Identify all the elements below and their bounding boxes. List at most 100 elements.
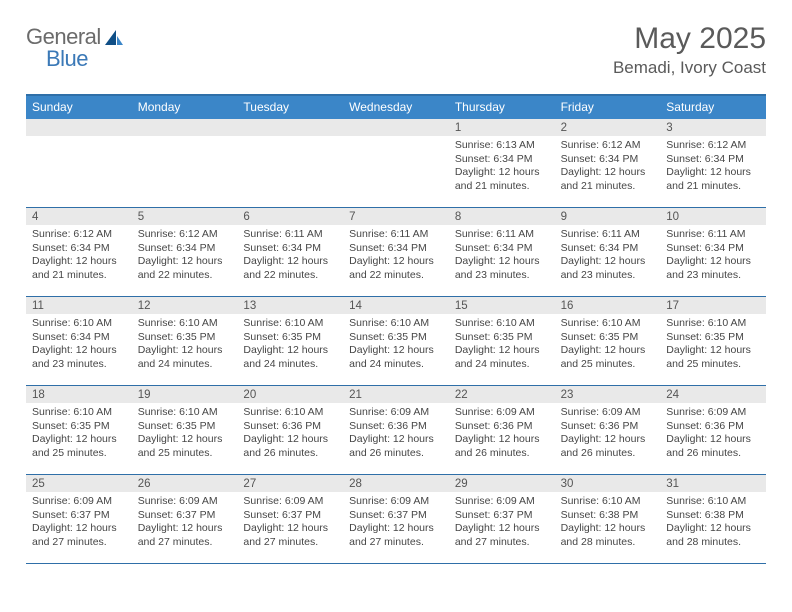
day-line: Daylight: 12 hours [349, 255, 445, 269]
day-line: Sunrise: 6:09 AM [455, 495, 551, 509]
day-line: Sunrise: 6:09 AM [666, 406, 762, 420]
day-line: and 24 minutes. [455, 358, 551, 372]
day-line: Sunrise: 6:09 AM [455, 406, 551, 420]
day-line: Daylight: 12 hours [666, 522, 762, 536]
day-line: Sunrise: 6:11 AM [243, 228, 339, 242]
day-number: 20 [237, 389, 256, 401]
day-line: Daylight: 12 hours [455, 344, 551, 358]
day-body: Sunrise: 6:11 AMSunset: 6:34 PMDaylight:… [449, 225, 555, 287]
day-line: and 26 minutes. [349, 447, 445, 461]
day-number: 22 [449, 389, 468, 401]
day-line: and 24 minutes. [138, 358, 234, 372]
day-number-row: 8 [449, 208, 555, 225]
day-body: Sunrise: 6:09 AMSunset: 6:36 PMDaylight:… [449, 403, 555, 465]
day-number-row: 1 [449, 119, 555, 136]
day-line: and 22 minutes. [138, 269, 234, 283]
day-cell: 2Sunrise: 6:12 AMSunset: 6:34 PMDaylight… [555, 119, 661, 207]
day-number-row: 21 [343, 386, 449, 403]
day-line: Sunrise: 6:12 AM [138, 228, 234, 242]
day-number: 28 [343, 478, 362, 490]
day-number-row [343, 119, 449, 136]
day-line: Sunset: 6:37 PM [349, 509, 445, 523]
day-line: Sunset: 6:34 PM [32, 242, 128, 256]
day-number: 10 [660, 211, 679, 223]
day-number: 27 [237, 478, 256, 490]
day-line: Sunset: 6:34 PM [455, 153, 551, 167]
day-number-row: 29 [449, 475, 555, 492]
day-body: Sunrise: 6:09 AMSunset: 6:37 PMDaylight:… [449, 492, 555, 554]
day-cell: 26Sunrise: 6:09 AMSunset: 6:37 PMDayligh… [132, 475, 238, 563]
day-line: Sunrise: 6:12 AM [561, 139, 657, 153]
day-line: Daylight: 12 hours [349, 522, 445, 536]
day-line: Sunset: 6:35 PM [138, 420, 234, 434]
day-line: Sunrise: 6:09 AM [138, 495, 234, 509]
day-number: 21 [343, 389, 362, 401]
day-line: Sunrise: 6:11 AM [349, 228, 445, 242]
logo-blue-wrap: Blue [46, 46, 88, 72]
day-line: Daylight: 12 hours [32, 344, 128, 358]
day-line: Sunrise: 6:09 AM [349, 406, 445, 420]
day-line: Sunset: 6:34 PM [32, 331, 128, 345]
day-line: Sunrise: 6:09 AM [561, 406, 657, 420]
day-cell: 22 Sunrise: 6:09 AMSunset: 6:36 PMDayligh… [449, 386, 555, 474]
week-row: 4Sunrise: 6:12 AMSunset: 6:34 PMDaylight… [26, 208, 766, 297]
day-line: Sunset: 6:36 PM [666, 420, 762, 434]
day-line: Sunrise: 6:10 AM [561, 317, 657, 331]
day-number-row: 2 [555, 119, 661, 136]
day-line: and 25 minutes. [666, 358, 762, 372]
day-line: Sunset: 6:35 PM [561, 331, 657, 345]
day-body: Sunrise: 6:09 AMSunset: 6:37 PMDaylight:… [343, 492, 449, 554]
day-number-row: 12 [132, 297, 238, 314]
logo-sail-icon [105, 30, 123, 46]
day-line: Sunset: 6:37 PM [243, 509, 339, 523]
day-number-row: 10 [660, 208, 766, 225]
day-line: Sunrise: 6:10 AM [666, 317, 762, 331]
day-line: Daylight: 12 hours [243, 433, 339, 447]
day-cell: 7Sunrise: 6:11 AMSunset: 6:34 PMDaylight… [343, 208, 449, 296]
day-cell: 18Sunrise: 6:10 AMSunset: 6:35 PMDayligh… [26, 386, 132, 474]
day-line: Daylight: 12 hours [243, 522, 339, 536]
day-number-row [237, 119, 343, 136]
day-line: Sunset: 6:38 PM [561, 509, 657, 523]
day-line: and 21 minutes. [666, 180, 762, 194]
page-header: General May 2025 Bemadi, Ivory Coast [26, 22, 766, 78]
day-body: Sunrise: 6:11 AMSunset: 6:34 PMDaylight:… [555, 225, 661, 287]
day-cell: 5Sunrise: 6:12 AMSunset: 6:34 PMDaylight… [132, 208, 238, 296]
day-number-row: 16 [555, 297, 661, 314]
day-number: 8 [449, 211, 461, 223]
day-number: 26 [132, 478, 151, 490]
day-line: Sunset: 6:35 PM [138, 331, 234, 345]
day-number: 9 [555, 211, 567, 223]
day-line: Sunset: 6:36 PM [455, 420, 551, 434]
day-cell: 29Sunrise: 6:09 AMSunset: 6:37 PMDayligh… [449, 475, 555, 563]
day-cell: 4Sunrise: 6:12 AMSunset: 6:34 PMDaylight… [26, 208, 132, 296]
day-number: 19 [132, 389, 151, 401]
day-line: Sunrise: 6:12 AM [666, 139, 762, 153]
title-block: May 2025 Bemadi, Ivory Coast [613, 22, 766, 78]
day-line: Sunset: 6:38 PM [666, 509, 762, 523]
day-number-row: 25 [26, 475, 132, 492]
day-line: Sunrise: 6:12 AM [32, 228, 128, 242]
day-number-row [132, 119, 238, 136]
day-cell: 13Sunrise: 6:10 AMSunset: 6:35 PMDayligh… [237, 297, 343, 385]
day-line: Sunset: 6:34 PM [561, 242, 657, 256]
day-number-row: 19 [132, 386, 238, 403]
day-line: Sunset: 6:34 PM [349, 242, 445, 256]
day-line: and 24 minutes. [243, 358, 339, 372]
day-line: Daylight: 12 hours [349, 344, 445, 358]
day-line: Daylight: 12 hours [666, 255, 762, 269]
dow-monday: Monday [132, 96, 238, 119]
day-number-row: 15 [449, 297, 555, 314]
day-number: 1 [449, 122, 461, 134]
day-number: 2 [555, 122, 567, 134]
dow-saturday: Saturday [660, 96, 766, 119]
weeks-container: 1Sunrise: 6:13 AMSunset: 6:34 PMDaylight… [26, 119, 766, 564]
day-line: and 21 minutes. [455, 180, 551, 194]
day-line: Daylight: 12 hours [561, 255, 657, 269]
day-line: Sunrise: 6:09 AM [243, 495, 339, 509]
day-cell: 15Sunrise: 6:10 AMSunset: 6:35 PMDayligh… [449, 297, 555, 385]
day-line: Sunset: 6:37 PM [32, 509, 128, 523]
day-cell: 8 Sunrise: 6:11 AMSunset: 6:34 PMDaylight… [449, 208, 555, 296]
day-line: and 21 minutes. [561, 180, 657, 194]
day-cell [26, 119, 132, 207]
